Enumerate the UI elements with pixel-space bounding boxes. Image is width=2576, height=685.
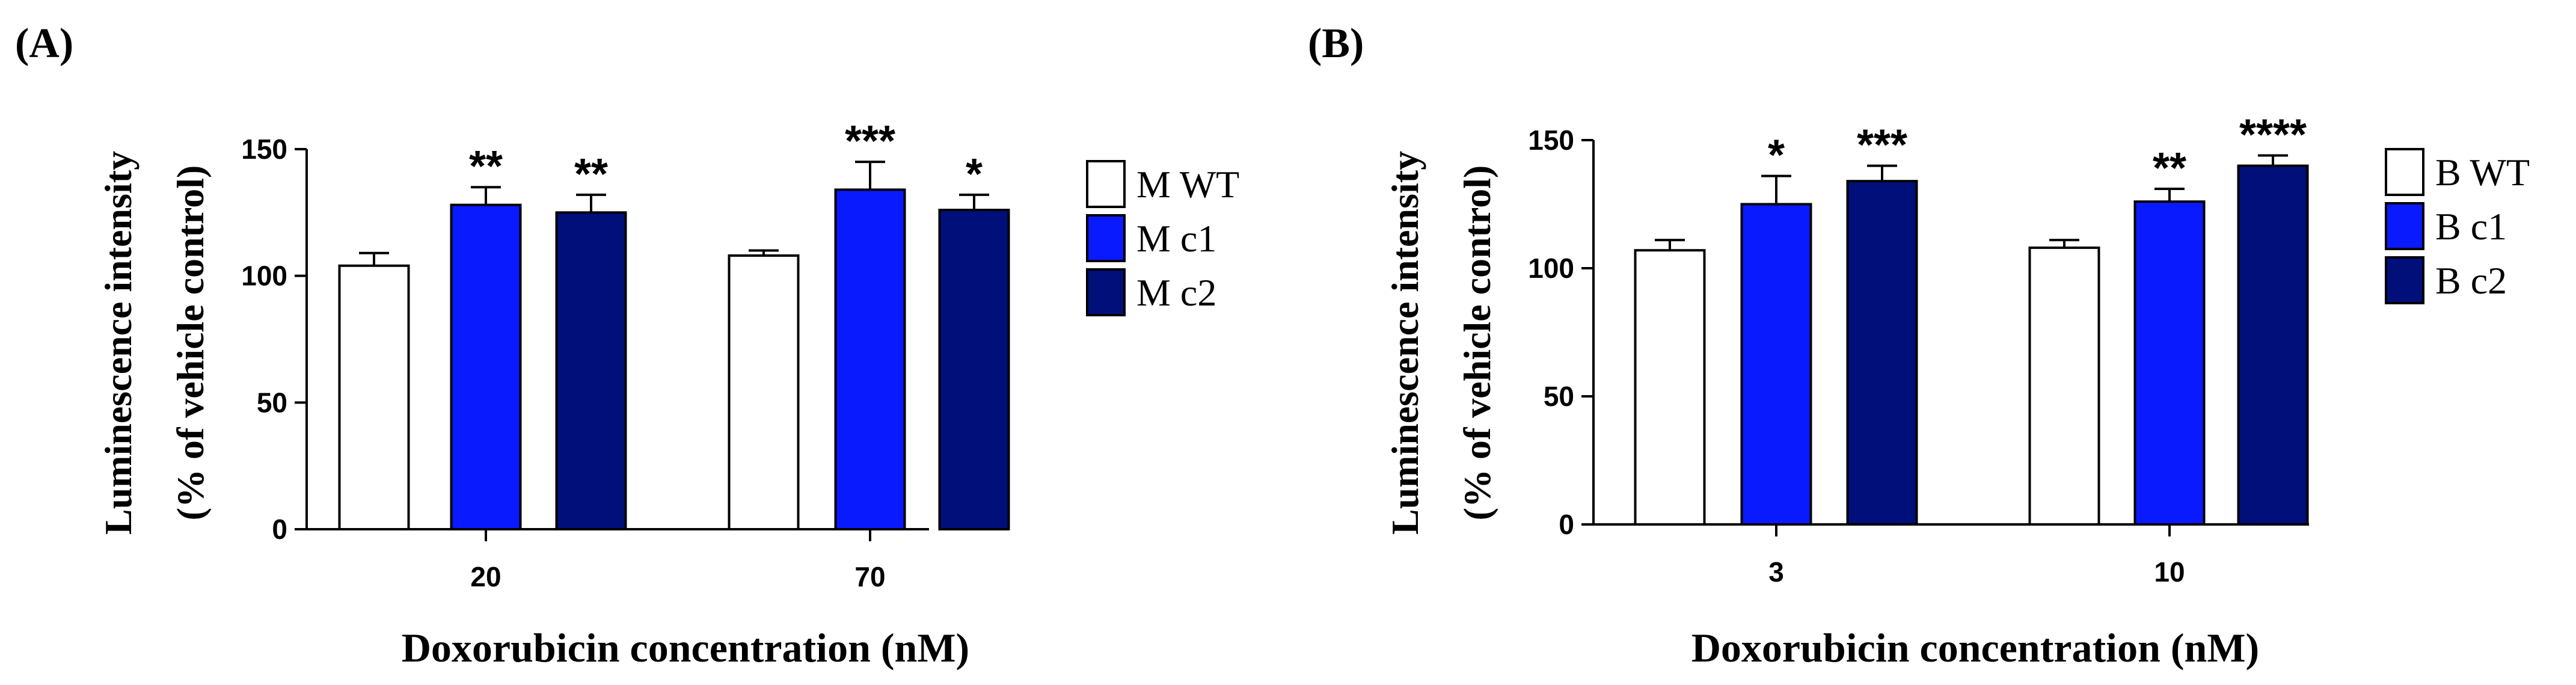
significance-label: **: [469, 143, 503, 191]
y-tick-label: 0: [1559, 509, 1574, 540]
legend-swatch: [2385, 148, 2424, 196]
y-axis-title: Luminescence intensity (% of vehicle con…: [97, 151, 212, 535]
y-axis-label-line2: (% of vehicle control): [1456, 165, 1498, 521]
legend-swatch: [1086, 160, 1126, 208]
legend-swatch: [2385, 256, 2424, 304]
y-tick-label: 150: [241, 134, 287, 165]
legend-label: M WT: [1136, 163, 1239, 206]
significance-label: ****: [2239, 111, 2307, 159]
bar: [2133, 200, 2206, 526]
legend-label: B c2: [2435, 259, 2507, 302]
bar: [450, 203, 522, 530]
legend-label: M c2: [1136, 271, 1216, 314]
y-tick-label: 50: [1544, 381, 1574, 412]
x-tick-label: 20: [470, 561, 501, 592]
legend-swatch: [1086, 268, 1126, 316]
significance-label: **: [574, 150, 608, 198]
y-axis-label-line1: Luminescence intensity: [1384, 151, 1426, 535]
x-axis-label: Doxorubicin concentration (nM): [402, 625, 969, 671]
y-axis-title: Luminescence intensity (% of vehicle con…: [1384, 151, 1498, 535]
y-axis-label-line1: Luminescence intensity: [97, 151, 140, 535]
bar: [938, 209, 1010, 530]
y-tick-label: 100: [1528, 253, 1574, 284]
bar: [555, 211, 627, 531]
y-tick-label: 150: [1528, 124, 1574, 156]
x-tick-label: 3: [1768, 556, 1784, 588]
legend-swatch: [1086, 214, 1126, 262]
bar: [834, 188, 906, 530]
legend-swatch: [2385, 202, 2424, 250]
bar: [1634, 249, 1706, 526]
significance-label: ***: [1857, 121, 1907, 170]
x-axis-label: Doxorubicin concentration (nM): [1691, 625, 2259, 671]
y-tick-label: 100: [241, 260, 287, 292]
legend: B WT B c1 B c2: [2385, 148, 2530, 304]
bar: [2237, 164, 2309, 526]
y-axis-label-line2: (% of vehicle control): [169, 165, 212, 521]
x-tick-label: 10: [2154, 556, 2185, 588]
panel-b: (B) Luminescence intensity (% of vehicle…: [1308, 20, 2530, 671]
legend-label: B WT: [2435, 151, 2530, 194]
bar: [338, 264, 410, 530]
bar: [1846, 180, 1918, 526]
panel-label: (A): [15, 20, 73, 67]
legend-label: M c1: [1136, 217, 1216, 260]
significance-label: *: [966, 150, 983, 198]
bar: [2028, 246, 2100, 526]
x-tick-label: 70: [854, 561, 885, 592]
legend: M WT M c1 M c2: [1086, 160, 1239, 316]
panel-a: (A) Luminescence intensity (% of vehicle…: [15, 20, 1239, 671]
significance-label: *: [1768, 132, 1785, 180]
significance-label: **: [2153, 144, 2186, 192]
panel-label: (B): [1308, 20, 1364, 67]
bar: [728, 254, 800, 530]
legend-label: B c1: [2435, 205, 2507, 248]
y-tick-label: 0: [272, 514, 287, 545]
y-tick-label: 50: [257, 387, 287, 418]
significance-label: ***: [845, 117, 895, 165]
bar: [1740, 203, 1812, 526]
